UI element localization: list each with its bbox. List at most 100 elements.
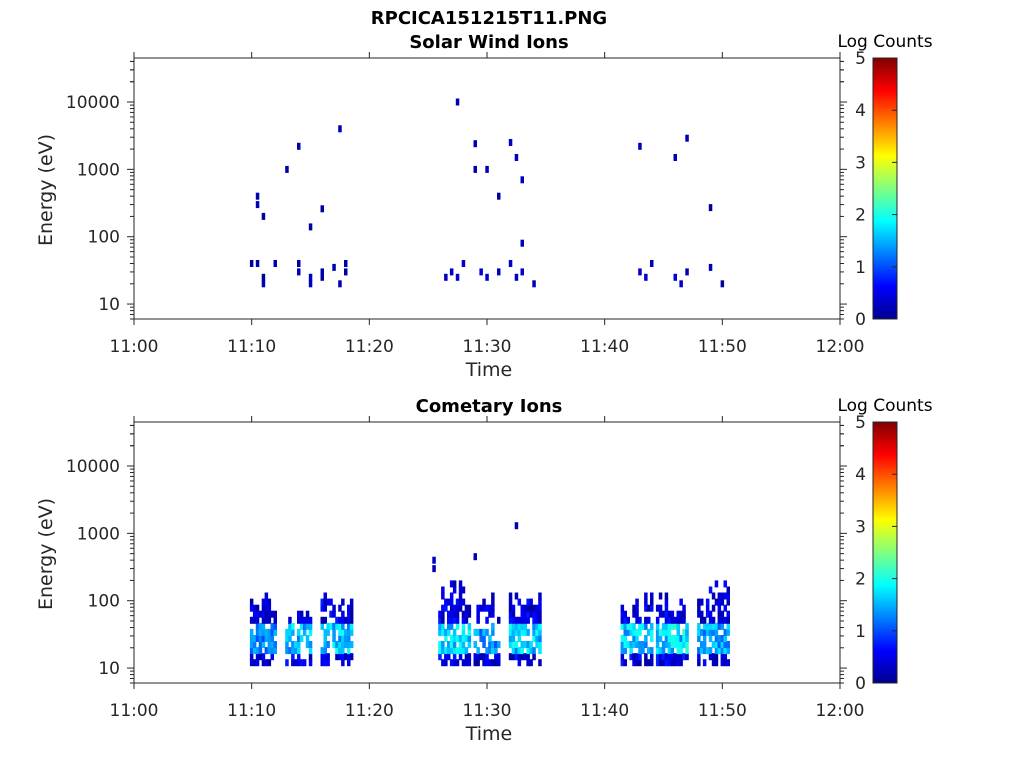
- data-cell: [449, 598, 454, 606]
- data-cell: [514, 273, 519, 281]
- data-cell: [532, 635, 536, 642]
- data-cell: [320, 653, 324, 661]
- data-cell: [517, 635, 522, 642]
- data-cell: [341, 641, 345, 648]
- data-cell: [252, 641, 257, 648]
- data-cell: [673, 641, 677, 648]
- data-cell: [447, 628, 451, 636]
- data-cell: [332, 263, 336, 271]
- data-cell: [494, 659, 498, 667]
- y-axis-label: Energy (eV): [35, 498, 57, 610]
- data-cell: [444, 628, 448, 636]
- data-cell: [264, 647, 269, 655]
- data-cell: [670, 610, 675, 618]
- data-cell: [620, 641, 625, 648]
- data-cell: [526, 598, 530, 606]
- data-cell: [632, 641, 636, 648]
- data-cell: [338, 641, 342, 648]
- data-cell: [297, 260, 301, 267]
- x-tick-label: 12:00: [816, 701, 865, 721]
- data-cell: [449, 268, 454, 276]
- data-cell: [535, 622, 539, 630]
- data-cell: [670, 647, 675, 655]
- data-cell: [720, 653, 725, 661]
- data-cell: [329, 598, 333, 606]
- data-cell: [349, 610, 354, 618]
- data-cell: [288, 616, 292, 624]
- data-cell: [529, 604, 533, 612]
- data-cell: [491, 647, 495, 655]
- data-cell: [458, 635, 463, 642]
- data-cell: [723, 659, 727, 667]
- data-cell: [444, 647, 448, 655]
- data-cell: [338, 280, 342, 288]
- data-cell: [514, 154, 519, 161]
- data-cell: [708, 263, 713, 271]
- x-tick-label: 11:30: [463, 337, 512, 357]
- data-cell: [488, 659, 492, 667]
- figure-title: RPCICA151215T11.PNG: [371, 8, 607, 29]
- data-cell: [285, 628, 289, 636]
- data-cell: [629, 647, 633, 655]
- data-cell: [626, 641, 630, 648]
- data-cell: [485, 165, 489, 173]
- data-cell: [720, 616, 725, 624]
- data-cell: [255, 628, 260, 636]
- data-cell: [673, 635, 677, 642]
- data-cell: [673, 616, 677, 624]
- data-cell: [658, 647, 663, 655]
- data-cell: [641, 641, 645, 648]
- data-cell: [291, 647, 295, 655]
- data-cell: [511, 622, 516, 630]
- data-cell: [717, 647, 722, 655]
- data-cell: [491, 604, 495, 612]
- data-cell: [497, 641, 501, 648]
- data-cell: [299, 622, 304, 630]
- data-cell: [441, 610, 445, 618]
- data-cell: [258, 622, 263, 630]
- data-cell: [667, 635, 672, 642]
- data-cell: [702, 635, 707, 642]
- data-cell: [479, 653, 483, 661]
- data-cell: [444, 635, 448, 642]
- data-cell: [632, 659, 636, 667]
- data-cell: [297, 659, 301, 667]
- data-cell: [297, 653, 301, 661]
- data-cell: [473, 140, 477, 148]
- x-axis-label: Time: [465, 723, 513, 745]
- data-cell: [532, 610, 536, 618]
- colorbar-tick-label: 0: [855, 310, 866, 330]
- data-cell: [623, 641, 627, 648]
- data-cell: [520, 653, 524, 661]
- data-cell: [497, 616, 501, 624]
- data-cell: [717, 610, 722, 618]
- data-cell: [461, 641, 466, 648]
- data-cell: [473, 553, 477, 561]
- data-cell: [452, 635, 457, 642]
- data-cell: [308, 616, 313, 624]
- data-cell: [332, 610, 336, 618]
- data-cell: [620, 610, 625, 618]
- data-cell: [511, 616, 516, 624]
- data-cell: [726, 610, 730, 618]
- data-cell: [726, 628, 730, 636]
- data-cell: [685, 622, 689, 630]
- axes: 11:00 11:10 11:20 11:30 11:40 11:50 12:0010100…: [66, 52, 865, 357]
- data-cell: [432, 565, 436, 573]
- data-cell: [717, 592, 722, 600]
- data-cell: [297, 628, 301, 636]
- data-cell: [635, 641, 639, 648]
- data-cell: [702, 659, 707, 667]
- data-cell: [520, 268, 524, 276]
- data-cell: [349, 641, 354, 648]
- data-cell: [673, 154, 677, 161]
- data-cell: [685, 647, 689, 655]
- data-cell: [258, 641, 263, 648]
- data-cell: [623, 628, 627, 636]
- data-cell: [297, 616, 301, 624]
- data-cell: [673, 273, 677, 281]
- data-cell: [700, 598, 704, 606]
- data-cell: [444, 653, 448, 661]
- data-cell: [685, 134, 689, 142]
- data-cell: [455, 622, 460, 630]
